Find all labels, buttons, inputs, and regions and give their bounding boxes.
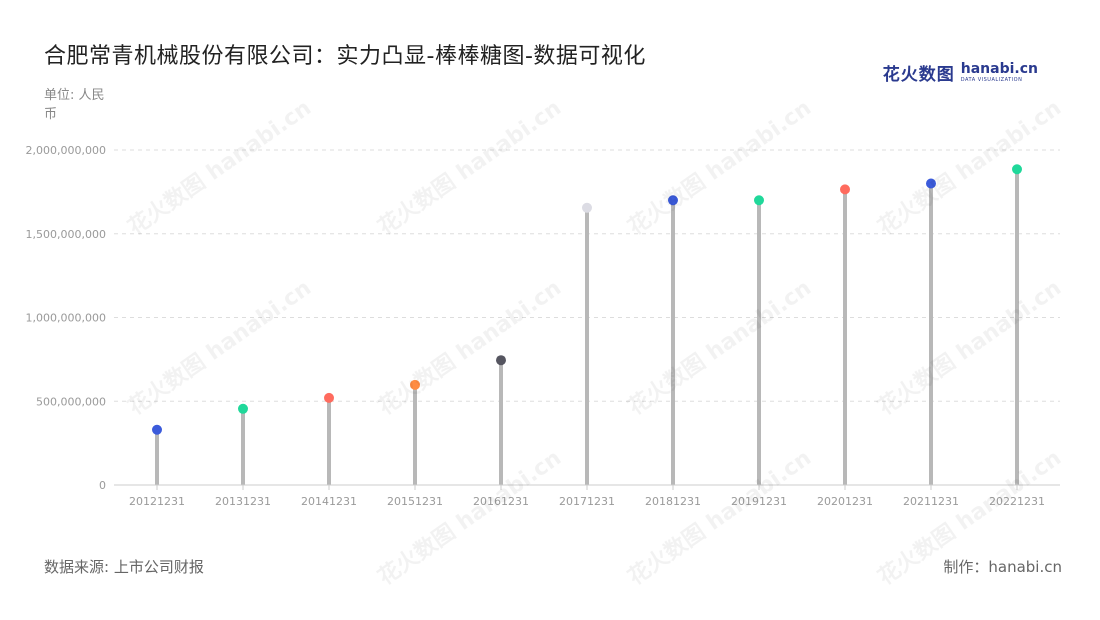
data-source: 数据来源: 上市公司财报 [44, 558, 204, 576]
axis-layer: 0 500,000,000 1,000,000,000 1,500,000,000 2,… [26, 144, 1060, 508]
logo-sub-text: DATA VISUALIZATION [960, 77, 1023, 83]
y-tick-label: 1,500,000,000 [26, 228, 106, 241]
y-tick-label: 0 [99, 479, 106, 492]
lollipop-dot[interactable] [582, 202, 592, 213]
x-tick-label: 20141231 [301, 495, 357, 508]
dot-layer [152, 164, 1022, 435]
x-tick-label: 20171231 [559, 495, 615, 508]
x-tick-label: 20151231 [387, 495, 443, 508]
lollipop-dot[interactable] [496, 355, 506, 366]
lollipop-dot[interactable] [840, 184, 850, 195]
lollipop-dot[interactable] [238, 403, 248, 414]
lollipop-dot[interactable] [754, 195, 764, 206]
logo-en-block: hanabi.cn DATA VISUALIZATION [961, 62, 1038, 83]
chart-title: 合肥常青机械股份有限公司：实力凸显-棒棒糖图-数据可视化 [44, 44, 646, 69]
stem-layer [155, 169, 1019, 485]
lollipop-dot[interactable] [668, 195, 678, 206]
x-tick-label: 20161231 [473, 495, 529, 508]
logo-cn-text: 花火数图 [882, 65, 955, 85]
lollipop-dot[interactable] [1012, 164, 1022, 175]
y-tick-label: 500,000,000 [36, 395, 106, 408]
lollipop-dot[interactable] [324, 392, 334, 403]
logo-en-text: hanabi.cn [960, 61, 1038, 77]
x-tick-label: 20191231 [731, 495, 787, 508]
x-tick-label: 20221231 [989, 495, 1045, 508]
credit-label: 制作：hanabi.cn [943, 558, 1062, 576]
x-tick-label: 20181231 [645, 495, 701, 508]
x-tick-label: 20201231 [817, 495, 873, 508]
y-tick-label: 2,000,000,000 [26, 144, 106, 157]
lollipop-dot[interactable] [926, 178, 936, 189]
x-tick-label: 20131231 [215, 495, 271, 508]
x-tick-label: 20211231 [903, 495, 959, 508]
y-tick-label: 1,000,000,000 [26, 312, 106, 325]
lollipop-dot[interactable] [152, 424, 162, 435]
hanabi-logo: 花火数图 hanabi.cn DATA VISUALIZATION [883, 60, 1038, 85]
lollipop-dot[interactable] [410, 379, 420, 390]
x-tick-label: 20121231 [129, 495, 185, 508]
unit-label: 单位: 人民币 [44, 88, 105, 122]
